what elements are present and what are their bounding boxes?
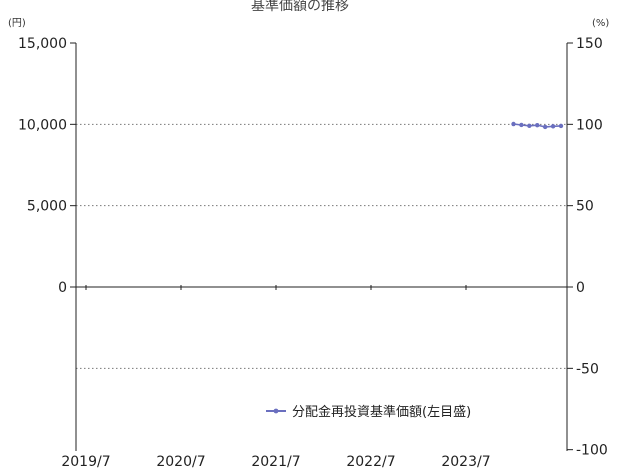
x-tick-label: 2021/7	[251, 454, 300, 470]
x-tick-label: 2023/7	[441, 454, 490, 470]
left-tick-label: 0	[58, 280, 67, 296]
series-point	[550, 124, 556, 129]
x-tick-label: 2022/7	[346, 454, 395, 470]
left-tick-label: 10,000	[18, 117, 67, 133]
legend-marker	[273, 408, 279, 414]
series-point	[511, 121, 516, 127]
series-point	[542, 124, 548, 130]
chart-title: 基準価額の推移	[251, 0, 349, 14]
right-tick-label: -50	[576, 361, 599, 377]
right-tick-label: 50	[576, 199, 594, 215]
right-axis-unit: (%)	[592, 18, 609, 29]
legend-label: 分配金再投資基準価額(左目盛)	[292, 404, 471, 420]
series-point	[519, 122, 524, 128]
series-point	[535, 122, 540, 128]
right-tick-label: 0	[576, 280, 585, 296]
axes	[70, 42, 573, 451]
left-y-tick-labels: 0 5,000 10,000 15,000	[18, 36, 67, 296]
right-tick-label: 100	[576, 117, 603, 133]
left-tick-label: 5,000	[27, 199, 67, 215]
series-point	[558, 123, 564, 129]
right-tick-label: 150	[576, 36, 603, 52]
series-layer	[511, 121, 564, 130]
gridlines	[76, 123, 567, 369]
x-tick-label: 2020/7	[156, 454, 205, 470]
series-point	[527, 123, 532, 128]
x-tick-label: 2019/7	[61, 454, 110, 470]
right-y-tick-labels: -100 -50 0 50 100 150	[576, 36, 608, 459]
x-tick-labels: 2019/7 2020/7 2021/7 2022/7 2023/7	[61, 454, 490, 470]
left-tick-label: 15,000	[18, 36, 67, 52]
left-axis-unit: (円)	[8, 18, 26, 29]
legend: 分配金再投資基準価額(左目盛)	[266, 404, 471, 420]
right-tick-label: -100	[576, 443, 608, 459]
